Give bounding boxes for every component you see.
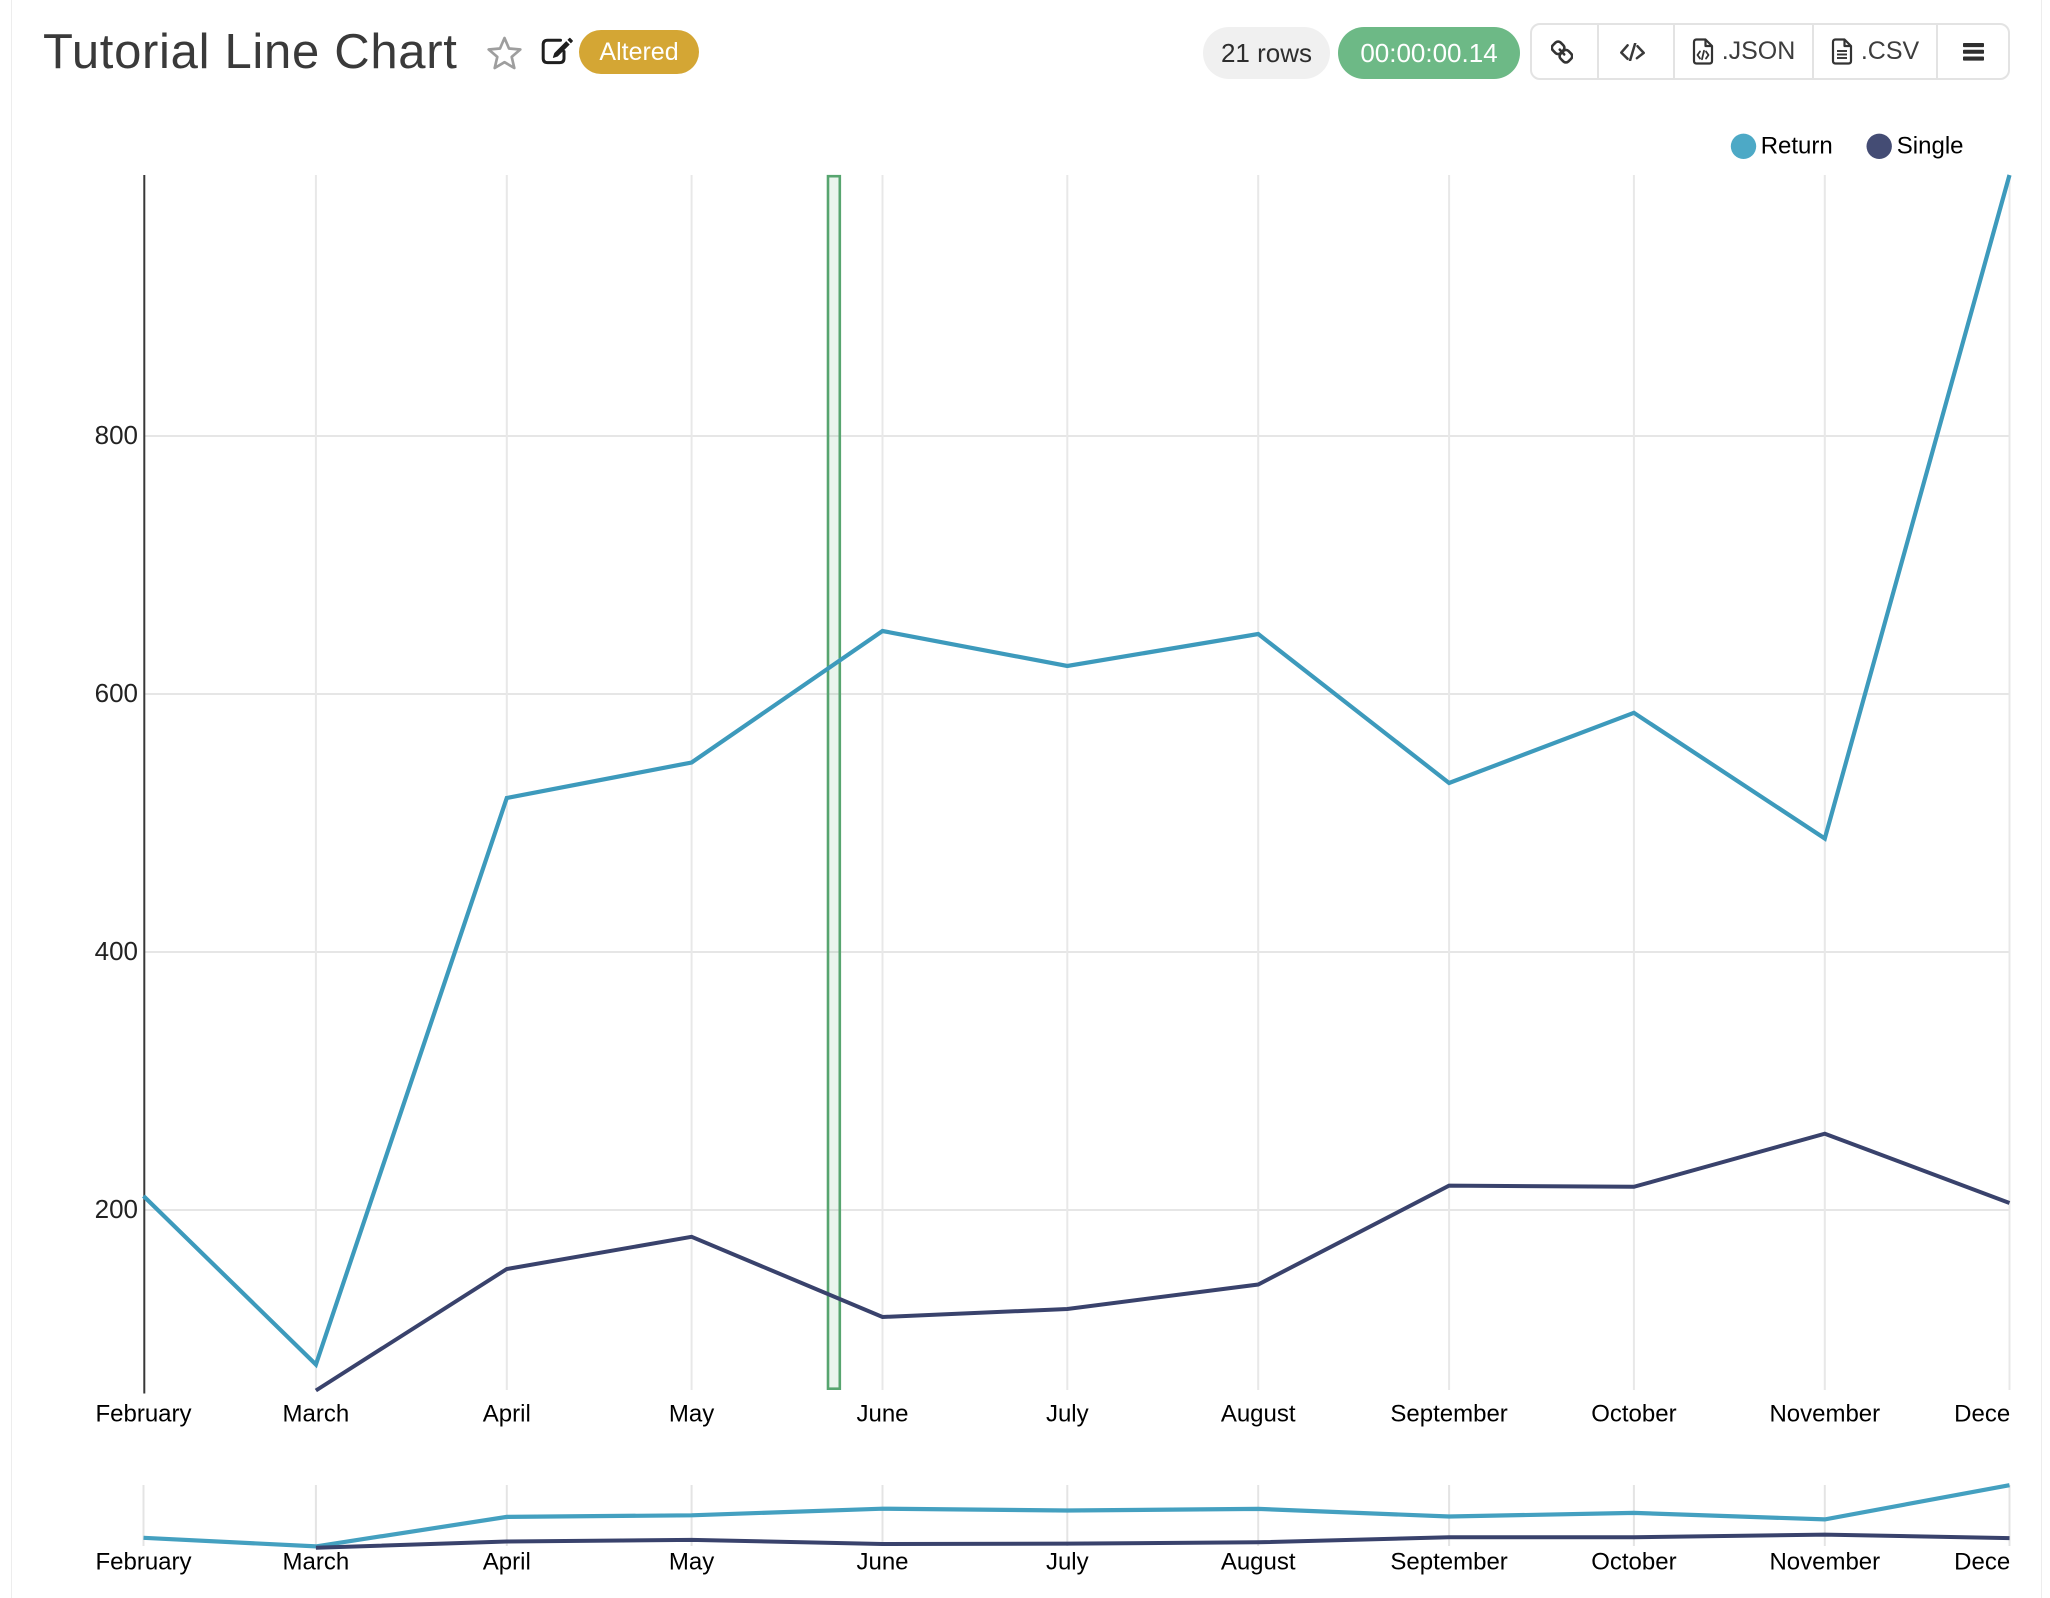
svg-text:April: April xyxy=(483,1549,531,1576)
svg-text:May: May xyxy=(669,1401,714,1428)
svg-text:August: August xyxy=(1221,1549,1296,1576)
svg-text:March: March xyxy=(283,1401,350,1428)
svg-text:October: October xyxy=(1591,1549,1676,1576)
svg-text:September: September xyxy=(1390,1549,1507,1576)
svg-text:400: 400 xyxy=(95,936,138,966)
svg-text:June: June xyxy=(856,1401,908,1428)
svg-text:November: November xyxy=(1769,1401,1880,1428)
svg-text:600: 600 xyxy=(95,678,138,708)
svg-text:June: June xyxy=(856,1549,908,1576)
svg-text:May: May xyxy=(669,1549,714,1576)
svg-text:November: November xyxy=(1769,1549,1880,1576)
svg-text:December: December xyxy=(1954,1549,2050,1576)
svg-text:March: March xyxy=(283,1549,350,1576)
svg-text:February: February xyxy=(95,1401,191,1428)
svg-text:July: July xyxy=(1046,1549,1089,1576)
svg-text:December: December xyxy=(1954,1401,2050,1428)
svg-text:February: February xyxy=(95,1549,191,1576)
svg-text:August: August xyxy=(1221,1401,1296,1428)
svg-text:April: April xyxy=(483,1401,531,1428)
svg-text:Single: Single xyxy=(1897,133,1964,160)
svg-text:Return: Return xyxy=(1761,133,1833,160)
svg-text:July: July xyxy=(1046,1401,1089,1428)
svg-text:September: September xyxy=(1390,1401,1507,1428)
svg-text:October: October xyxy=(1591,1401,1676,1428)
svg-text:200: 200 xyxy=(95,1194,138,1224)
svg-text:800: 800 xyxy=(95,420,138,450)
